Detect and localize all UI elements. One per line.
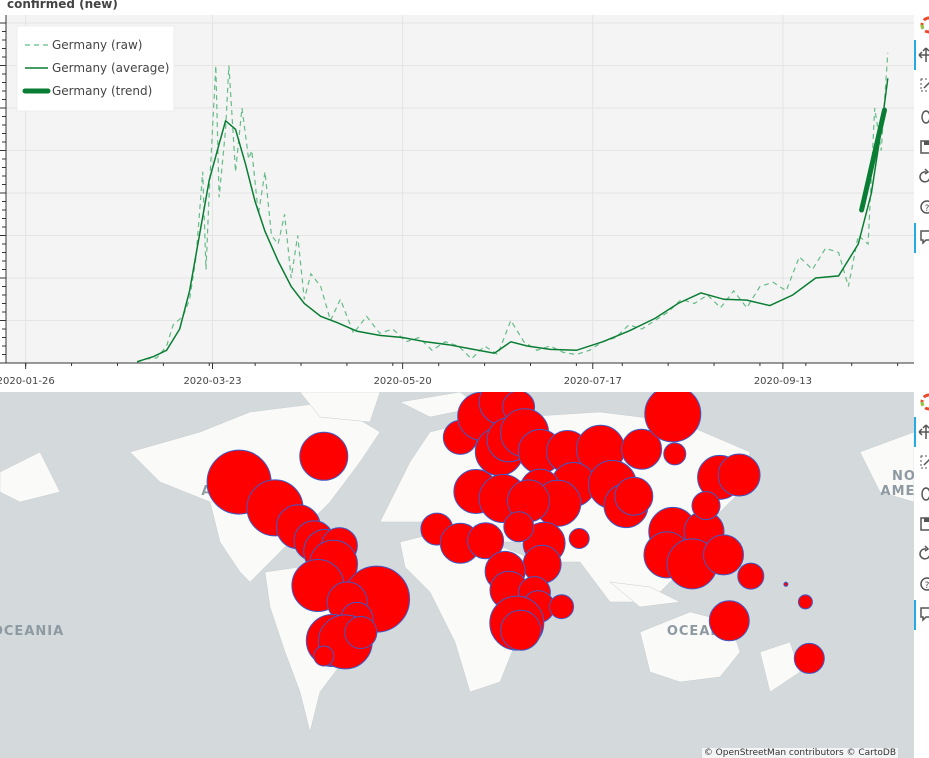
case-bubble[interactable] [793, 642, 825, 674]
x-tick-label: 2020-09-13 [754, 376, 812, 387]
box-zoom-tool-icon[interactable] [916, 452, 929, 472]
map-chart[interactable]: NORTHAMERICAASIAOCEANIAOCEANIANOAME [0, 392, 914, 758]
series-line-solid-thick [859, 107, 887, 213]
map-panel[interactable]: NORTHAMERICAASIAOCEANIAOCEANIANOAME © Op… [0, 392, 914, 758]
active-tool-indicator [914, 40, 916, 70]
legend-item-label[interactable]: Germany (trend) [52, 84, 152, 98]
case-bubble[interactable] [344, 616, 378, 649]
case-bubble[interactable] [614, 476, 654, 516]
bokeh-logo-icon[interactable] [916, 392, 929, 412]
case-bubble[interactable] [313, 645, 335, 667]
case-bubble[interactable] [299, 431, 349, 481]
legend-item-label[interactable]: Germany (average) [52, 61, 169, 75]
svg-text:?: ? [925, 581, 929, 591]
chart-toolbar-bottom: ? [914, 392, 929, 632]
box-zoom-tool-icon[interactable] [916, 75, 929, 95]
timeseries-chart[interactable]: 2020-01-26 2020-03-23 2020-05-20 2020-07-17… [0, 15, 914, 393]
case-bubble[interactable] [503, 511, 535, 543]
pan-tool-icon[interactable] [916, 422, 929, 442]
case-bubble[interactable] [737, 562, 765, 590]
case-bubble[interactable] [691, 491, 721, 521]
map-attribution[interactable]: © OpenStreetMan contributors © CartoDB [701, 748, 898, 758]
wheel-zoom-tool-icon[interactable] [916, 484, 929, 504]
pan-tool-icon[interactable] [916, 45, 929, 65]
bokeh-logo-icon[interactable] [916, 15, 929, 35]
case-bubble[interactable] [797, 594, 813, 610]
hover-tool-icon[interactable] [916, 227, 929, 247]
active-tool-indicator [914, 417, 916, 447]
wheel-zoom-tool-icon[interactable] [916, 107, 929, 127]
continent-label: AME [881, 484, 914, 499]
help-tool-icon[interactable]: ? [916, 197, 929, 217]
case-bubble[interactable] [568, 528, 590, 549]
case-bubble[interactable] [717, 453, 761, 497]
x-tick-label: 2020-05-20 [374, 376, 432, 387]
case-bubble[interactable] [783, 581, 789, 587]
timeseries-panel[interactable]: 2020-01-26 2020-03-23 2020-05-20 2020-07-17… [0, 15, 914, 393]
x-tick-label: 2020-03-23 [183, 376, 241, 387]
chart-toolbar-top: ? [914, 15, 929, 255]
case-bubble[interactable] [621, 428, 663, 470]
hover-tool-icon[interactable] [916, 604, 929, 624]
case-bubble[interactable] [467, 522, 505, 560]
case-bubble[interactable] [663, 442, 687, 466]
series-line-dashed [136, 52, 889, 363]
active-tool-indicator [914, 600, 916, 630]
continent-label: OCEANIA [0, 624, 64, 639]
reset-tool-icon[interactable] [916, 167, 929, 187]
case-bubble[interactable] [708, 600, 750, 642]
continent-label: NO [892, 469, 914, 484]
legend-item-label[interactable]: Germany (raw) [52, 38, 142, 52]
legend[interactable]: Germany (raw) Germany (average) Germany (t… [16, 25, 175, 112]
case-bubble[interactable] [549, 594, 575, 620]
case-bubble[interactable] [644, 392, 702, 443]
case-bubbles [206, 392, 825, 674]
save-tool-icon[interactable] [916, 137, 929, 157]
save-tool-icon[interactable] [916, 514, 929, 534]
help-tool-icon[interactable]: ? [916, 574, 929, 594]
series-lines [136, 52, 889, 363]
x-tick-label: 2020-07-17 [564, 376, 622, 387]
case-bubble[interactable] [500, 609, 542, 651]
svg-text:?: ? [925, 204, 929, 214]
series-line-solid [136, 78, 889, 363]
x-tick-label: 2020-01-26 [0, 376, 55, 387]
chart-title: confirmed (new) [7, 0, 118, 11]
case-bubble[interactable] [703, 534, 744, 576]
y-axis [0, 15, 7, 364]
reset-tool-icon[interactable] [916, 544, 929, 564]
x-axis: 2020-01-26 2020-03-23 2020-05-20 2020-07-17… [0, 362, 914, 387]
active-tool-indicator [914, 223, 916, 253]
